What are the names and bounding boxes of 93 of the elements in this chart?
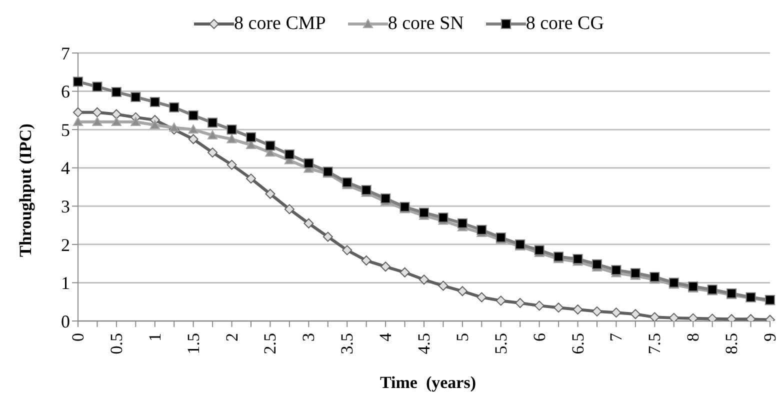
point — [342, 245, 352, 256]
point — [169, 122, 180, 132]
x-tick-label: 7.5 — [645, 333, 664, 354]
x-tick-label: 3 — [299, 333, 318, 342]
point — [246, 174, 256, 184]
point — [226, 134, 237, 144]
point — [92, 107, 102, 118]
point — [554, 302, 564, 313]
point — [688, 313, 698, 321]
point — [342, 177, 352, 188]
point — [438, 212, 448, 223]
point — [188, 134, 198, 144]
x-tick-label: 6.5 — [568, 333, 588, 354]
x-tick-label: 8 — [684, 333, 703, 342]
x-tick-label: 1 — [145, 333, 164, 342]
point — [496, 296, 506, 306]
point — [111, 116, 122, 126]
point — [208, 148, 218, 158]
point — [304, 218, 314, 228]
point — [457, 286, 468, 296]
point — [650, 312, 660, 321]
y-tick-label: 5 — [61, 120, 70, 140]
point — [111, 87, 122, 98]
point — [400, 267, 410, 278]
point — [73, 76, 83, 87]
point — [419, 274, 429, 285]
point — [419, 208, 429, 218]
point — [668, 312, 679, 321]
x-tick-label: 5.5 — [491, 333, 510, 354]
point — [246, 132, 256, 142]
point — [572, 304, 583, 315]
point — [208, 118, 218, 128]
point — [284, 204, 294, 214]
y-tick-label: 6 — [61, 82, 70, 102]
y-axis-title: Throughput (IPC) — [16, 124, 36, 257]
point — [284, 149, 294, 160]
point — [92, 116, 102, 126]
y-tick-label: 1 — [61, 273, 70, 294]
point — [438, 280, 448, 291]
x-tick-label: 1.5 — [184, 333, 203, 354]
y-tick-label: 4 — [61, 158, 70, 178]
point — [208, 130, 218, 140]
legend-label: 8 core CG — [526, 13, 604, 35]
x-tick-label: 4 — [376, 332, 396, 342]
point — [265, 188, 276, 199]
point — [611, 265, 622, 276]
x-tick-label: 9 — [760, 333, 778, 342]
point — [534, 300, 544, 311]
point — [150, 97, 160, 108]
point — [572, 254, 583, 264]
point — [304, 158, 314, 168]
point — [611, 308, 622, 318]
point — [73, 107, 83, 118]
point — [188, 124, 198, 134]
x-tick-label: 0.5 — [106, 333, 126, 354]
point — [380, 262, 391, 272]
point — [226, 160, 237, 170]
point — [592, 306, 602, 316]
x-axis-title: Time (years) — [379, 373, 477, 393]
x-tick-label: 4.5 — [414, 333, 434, 354]
legend-label: 8 core SN — [388, 13, 464, 35]
point — [630, 309, 640, 320]
x-tick-label: 2 — [222, 333, 242, 342]
point — [476, 224, 487, 235]
point — [476, 292, 487, 302]
point — [515, 298, 526, 308]
point — [188, 110, 198, 120]
point — [457, 218, 468, 228]
point — [92, 82, 102, 92]
point — [592, 259, 602, 270]
x-tick-label: 6 — [530, 333, 549, 342]
point — [650, 272, 660, 282]
point — [226, 124, 237, 135]
x-tick-label: 5 — [452, 333, 472, 342]
x-tick-label: 3.5 — [338, 333, 357, 354]
point — [380, 193, 391, 204]
x-tick-label: 7 — [606, 332, 626, 342]
point — [73, 116, 83, 126]
point — [169, 102, 180, 112]
legend-label: 8 core CMP — [234, 13, 326, 35]
point — [111, 109, 122, 120]
y-tick-label: 3 — [61, 196, 70, 217]
point — [150, 120, 160, 130]
point — [322, 232, 333, 242]
x-tick-label: 8.5 — [722, 333, 742, 354]
x-tick-label: 2.5 — [260, 333, 280, 354]
x-tick-label: 0 — [68, 333, 88, 342]
point — [130, 92, 141, 102]
y-tick-label: 7 — [61, 43, 70, 64]
point — [361, 256, 372, 266]
y-tick-label: 2 — [61, 234, 70, 255]
point — [265, 140, 276, 151]
point — [130, 116, 141, 126]
